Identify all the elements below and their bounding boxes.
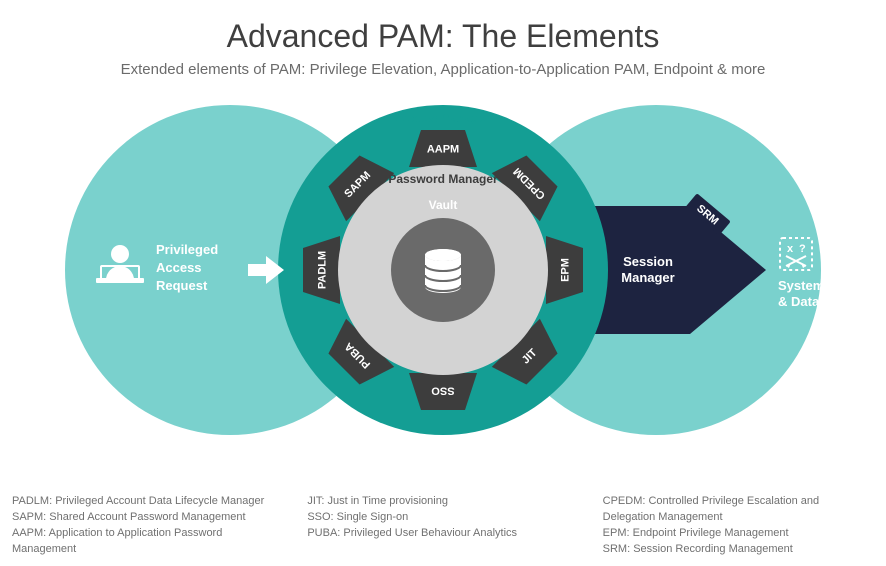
cog-tooth-label: AAPM	[427, 144, 459, 156]
database-icon	[425, 249, 461, 293]
session-label-2: Manager	[621, 270, 674, 285]
cog-tooth: SSO	[409, 373, 477, 410]
legend-item: PADLM: Privileged Account Data Lifecycle…	[12, 494, 283, 510]
legend-item: EPM: Endpoint Privilege Management	[603, 526, 874, 542]
left-label-2: Access	[156, 260, 202, 275]
right-label-2: & Data	[778, 294, 820, 309]
page-subtitle: Extended elements of PAM: Privilege Elev…	[0, 61, 886, 78]
legend-item: PUBA: Privileged User Behaviour Analytic…	[307, 526, 578, 542]
legend-col-2: JIT: Just in Time provisioning SSO: Sing…	[307, 494, 578, 558]
vault-label: Vault	[429, 198, 458, 212]
svg-text:x: x	[787, 243, 794, 255]
session-label-1: Session	[623, 254, 673, 269]
legend-item: SAPM: Shared Account Password Management	[12, 510, 283, 526]
cog-tooth-label: SSO	[431, 385, 455, 397]
legend-item: JIT: Just in Time provisioning	[307, 494, 578, 510]
cog-tooth-label: PADLM	[317, 251, 329, 289]
page-title: Advanced PAM: The Elements	[0, 18, 886, 55]
legend-item: SRM: Session Recording Management	[603, 542, 874, 558]
pam-diagram: SRM PADLMSAPMAAPMCPEDMEPMJITSSOPUBA Acce…	[0, 90, 886, 450]
legend-col-3: CPEDM: Controlled Privilege Escalation a…	[603, 494, 874, 558]
svg-text:?: ?	[799, 243, 806, 255]
diagram-stage: SRM PADLMSAPMAAPMCPEDMEPMJITSSOPUBA Acce…	[0, 90, 886, 450]
legend-item: SSO: Single Sign-on	[307, 510, 578, 526]
cog-tooth: AAPM	[409, 130, 477, 167]
password-manager-label: Password Manager	[388, 172, 498, 186]
right-label-1: Systems	[778, 278, 831, 293]
cog-tooth-label: EPM	[560, 258, 572, 282]
legend-item: CPEDM: Controlled Privilege Escalation a…	[603, 494, 874, 526]
legend: PADLM: Privileged Account Data Lifecycle…	[12, 494, 874, 558]
legend-item: AAPM: Application to Application Passwor…	[12, 526, 283, 558]
left-label-3: Request	[156, 278, 208, 293]
legend-col-1: PADLM: Privileged Account Data Lifecycle…	[12, 494, 283, 558]
access-manager-label: Access Manager	[396, 111, 491, 125]
left-label-1: Privileged	[156, 242, 218, 257]
